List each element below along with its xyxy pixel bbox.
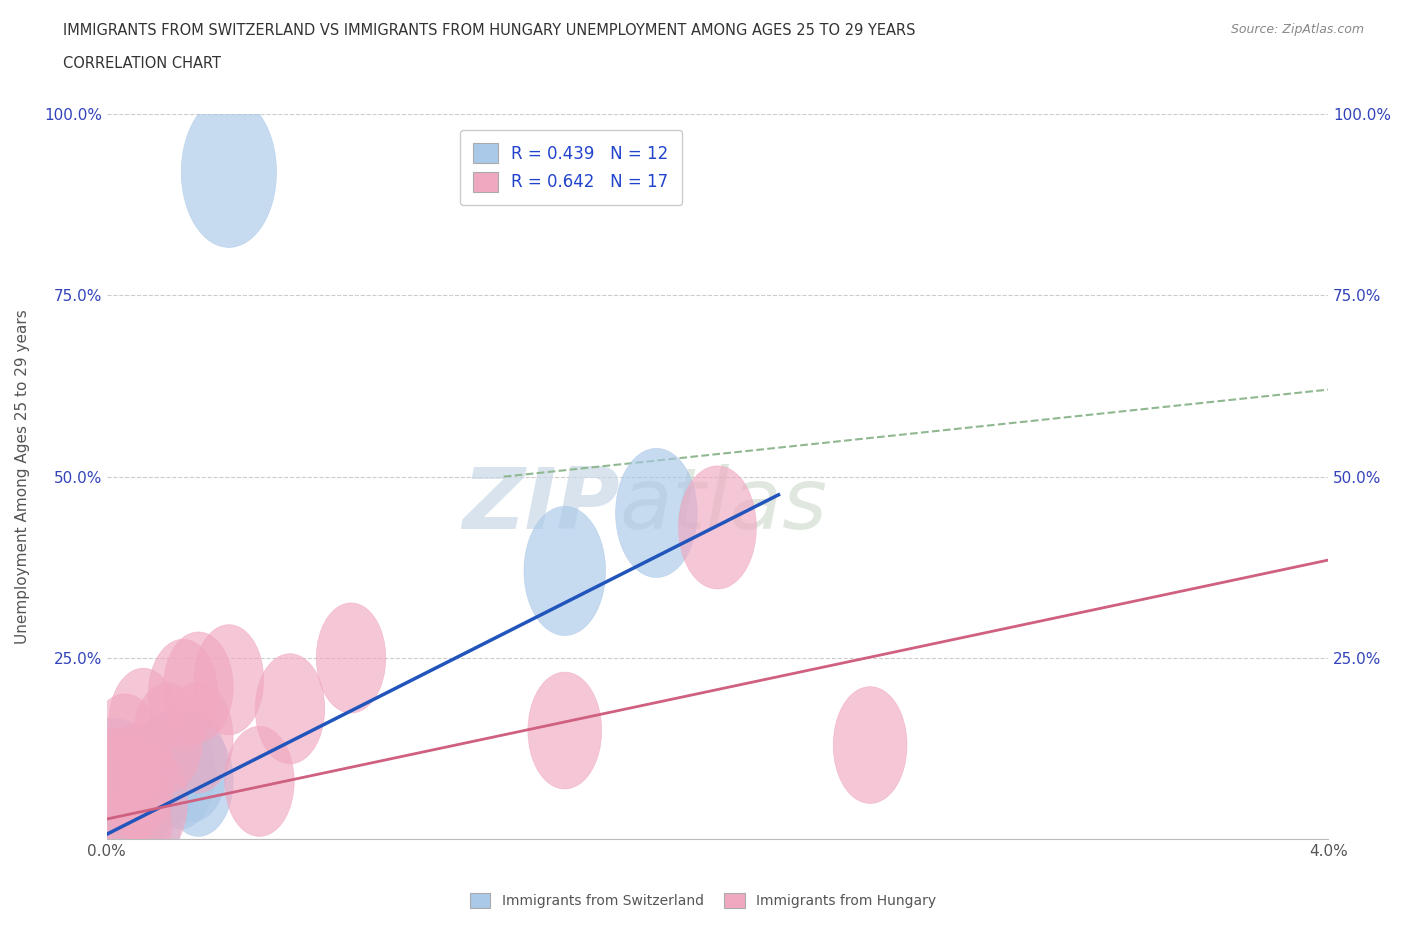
Ellipse shape xyxy=(316,603,385,713)
Ellipse shape xyxy=(148,639,218,750)
Ellipse shape xyxy=(80,735,157,857)
Ellipse shape xyxy=(45,718,180,930)
Ellipse shape xyxy=(118,748,187,858)
Ellipse shape xyxy=(108,669,179,778)
Text: CORRELATION CHART: CORRELATION CHART xyxy=(63,56,221,71)
Text: IMMIGRANTS FROM SWITZERLAND VS IMMIGRANTS FROM HUNGARY UNEMPLOYMENT AMONG AGES 2: IMMIGRANTS FROM SWITZERLAND VS IMMIGRANT… xyxy=(63,23,915,38)
Ellipse shape xyxy=(100,723,174,840)
Ellipse shape xyxy=(527,672,602,789)
Ellipse shape xyxy=(181,97,277,247)
Ellipse shape xyxy=(163,632,233,742)
Ellipse shape xyxy=(679,466,756,589)
Ellipse shape xyxy=(163,726,233,836)
Legend: R = 0.439   N = 12, R = 0.642   N = 17: R = 0.439 N = 12, R = 0.642 N = 17 xyxy=(460,129,682,206)
Ellipse shape xyxy=(194,625,264,735)
Ellipse shape xyxy=(48,727,172,923)
Y-axis label: Unemployment Among Ages 25 to 29 years: Unemployment Among Ages 25 to 29 years xyxy=(15,310,30,644)
Ellipse shape xyxy=(100,737,174,855)
Legend: Immigrants from Switzerland, Immigrants from Hungary: Immigrants from Switzerland, Immigrants … xyxy=(464,888,942,914)
Ellipse shape xyxy=(616,448,697,578)
Ellipse shape xyxy=(89,694,162,811)
Ellipse shape xyxy=(834,686,907,804)
Ellipse shape xyxy=(118,726,187,836)
Ellipse shape xyxy=(256,654,325,764)
Ellipse shape xyxy=(145,719,215,830)
Ellipse shape xyxy=(134,683,202,793)
Text: Source: ZipAtlas.com: Source: ZipAtlas.com xyxy=(1230,23,1364,36)
Ellipse shape xyxy=(163,683,233,793)
Ellipse shape xyxy=(524,507,606,635)
Ellipse shape xyxy=(127,719,197,830)
Ellipse shape xyxy=(93,741,170,865)
Ellipse shape xyxy=(157,711,226,822)
Ellipse shape xyxy=(225,726,294,836)
Ellipse shape xyxy=(134,711,202,822)
Text: ZIP: ZIP xyxy=(463,464,620,547)
Text: atlas: atlas xyxy=(620,464,828,547)
